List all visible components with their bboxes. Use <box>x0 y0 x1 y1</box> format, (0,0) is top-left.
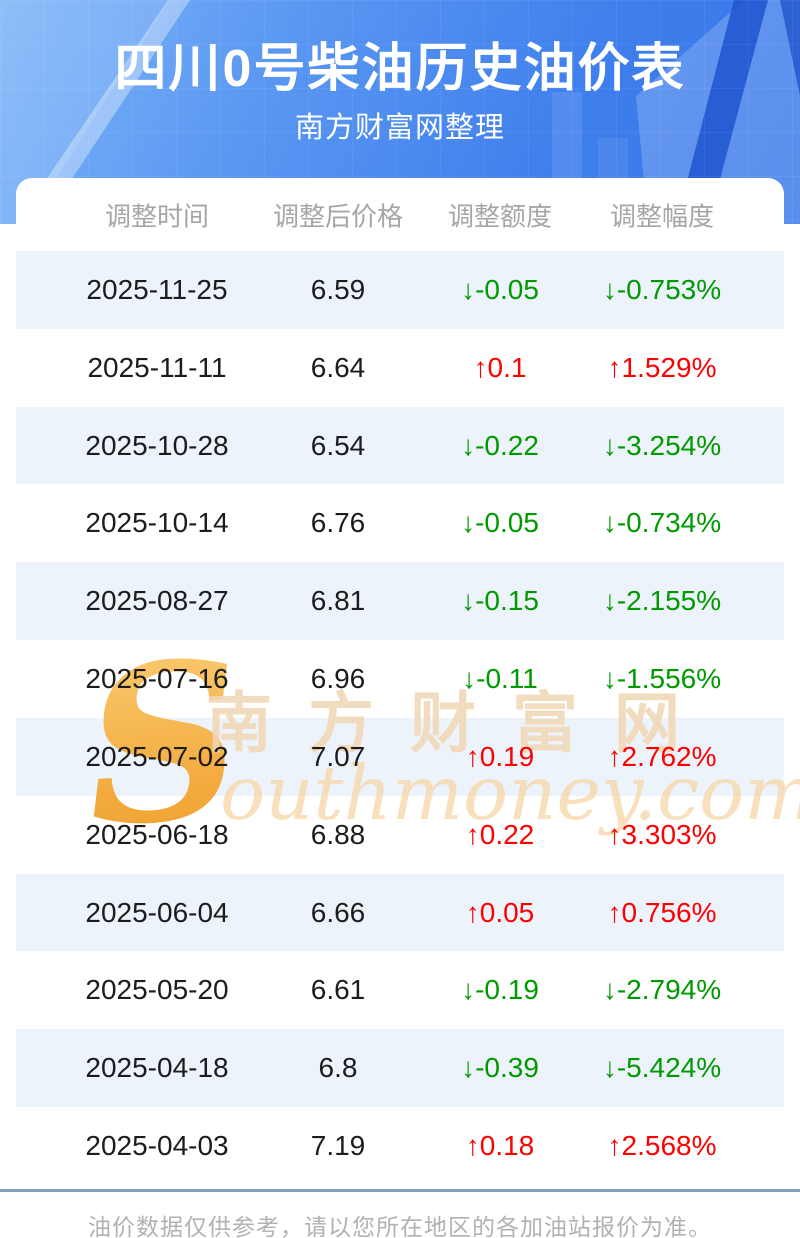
row-date: 2025-04-03 <box>85 1130 229 1162</box>
table-row: 2025-06-18 6.88 ↑0.22 ↑3.303% <box>16 795 784 874</box>
column-header-price: 调整后价格 <box>272 201 404 231</box>
row-change: ↓-0.22 <box>461 429 539 461</box>
row-date: 2025-06-04 <box>85 896 229 928</box>
row-date: 2025-08-27 <box>85 585 229 617</box>
row-price: 6.54 <box>310 429 366 461</box>
row-rate: ↓-1.556% <box>602 663 722 695</box>
page-subtitle: 南方财富网整理 <box>294 112 505 144</box>
row-rate: ↑3.303% <box>607 818 717 850</box>
column-header-rate: 调整幅度 <box>609 201 715 231</box>
table-row: 2025-08-27 6.81 ↓-0.15 ↓-2.155% <box>16 562 784 641</box>
row-change: ↑0.05 <box>465 896 535 928</box>
row-date: 2025-06-18 <box>85 818 229 850</box>
table-row: 2025-11-25 6.59 ↓-0.05 ↓-0.753% <box>16 251 784 329</box>
row-rate: ↓-0.734% <box>602 507 722 539</box>
row-rate: ↑1.529% <box>607 351 717 383</box>
table-row: 2025-04-18 6.8 ↓-0.39 ↓-5.424% <box>16 1029 784 1108</box>
row-rate: ↑2.762% <box>607 740 717 772</box>
row-change: ↑0.22 <box>465 818 535 850</box>
table-header-row: 调整时间 调整后价格 调整额度 调整幅度 <box>16 178 784 251</box>
row-date: 2025-11-25 <box>86 273 228 305</box>
row-change: ↑0.19 <box>465 740 535 772</box>
table-body: 2025-11-25 6.59 ↓-0.05 ↓-0.753% 2025-11-… <box>16 251 784 1185</box>
column-header-change: 调整额度 <box>447 201 553 231</box>
table-row: 2025-10-14 6.76 ↓-0.05 ↓-0.734% <box>16 484 784 563</box>
row-price: 6.8 <box>318 1052 358 1084</box>
row-date: 2025-07-16 <box>85 663 229 695</box>
table-row: 2025-07-16 6.96 ↓-0.11 ↓-1.556% <box>16 640 784 718</box>
row-date: 2025-04-18 <box>85 1052 229 1084</box>
row-price: 6.81 <box>310 585 366 617</box>
row-date: 2025-05-20 <box>85 974 229 1006</box>
row-change: ↓-0.05 <box>461 507 539 539</box>
table-row: 2025-11-11 6.64 ↑0.1 ↑1.529% <box>16 328 784 407</box>
row-price: 6.96 <box>310 663 366 695</box>
row-price: 6.64 <box>310 351 366 383</box>
row-rate: ↓-5.424% <box>602 1052 722 1084</box>
row-rate: ↓-0.753% <box>602 273 722 305</box>
row-price: 7.07 <box>310 740 366 772</box>
row-price: 6.61 <box>310 974 366 1006</box>
row-price: 6.88 <box>310 818 366 850</box>
row-date: 2025-11-11 <box>87 351 227 383</box>
row-price: 6.66 <box>310 896 366 928</box>
hero-candlestick-shape <box>552 92 582 180</box>
table-row: 2025-05-20 6.61 ↓-0.19 ↓-2.794% <box>16 951 784 1030</box>
footer-disclaimer: 油价数据仅供参考，请以您所在地区的各加油站报价为准。 <box>88 1214 712 1238</box>
row-date: 2025-10-28 <box>85 429 229 461</box>
table-row: 2025-07-02 7.07 ↑0.19 ↑2.762% <box>16 717 784 796</box>
row-price: 6.59 <box>310 273 366 305</box>
row-change: ↓-0.15 <box>461 585 539 617</box>
row-rate: ↓-2.155% <box>602 585 722 617</box>
table-row: 2025-06-04 6.66 ↑0.05 ↑0.756% <box>16 873 784 952</box>
row-rate: ↑2.568% <box>607 1130 717 1162</box>
column-header-date: 调整时间 <box>104 201 210 231</box>
page-title: 四川0号柴油历史油价表 <box>114 40 686 98</box>
row-change: ↓-0.19 <box>461 974 539 1006</box>
row-change: ↑0.18 <box>465 1130 535 1162</box>
row-change: ↓-0.39 <box>461 1052 539 1084</box>
row-date: 2025-10-14 <box>85 507 229 539</box>
row-price: 6.76 <box>310 507 366 539</box>
row-change: ↓-0.05 <box>461 273 539 305</box>
price-table-card: 调整时间 调整后价格 调整额度 调整幅度 2025-11-25 6.59 ↓-0… <box>16 178 784 1190</box>
row-date: 2025-07-02 <box>85 740 229 772</box>
table-row: 2025-04-03 7.19 ↑0.18 ↑2.568% <box>16 1107 784 1185</box>
footer-divider <box>0 1189 800 1192</box>
table-row: 2025-10-28 6.54 ↓-0.22 ↓-3.254% <box>16 406 784 485</box>
row-price: 7.19 <box>310 1130 366 1162</box>
row-change: ↓-0.11 <box>462 663 538 695</box>
row-rate: ↓-3.254% <box>602 429 722 461</box>
row-rate: ↑0.756% <box>607 896 717 928</box>
row-change: ↑0.1 <box>473 351 527 383</box>
row-rate: ↓-2.794% <box>602 974 722 1006</box>
